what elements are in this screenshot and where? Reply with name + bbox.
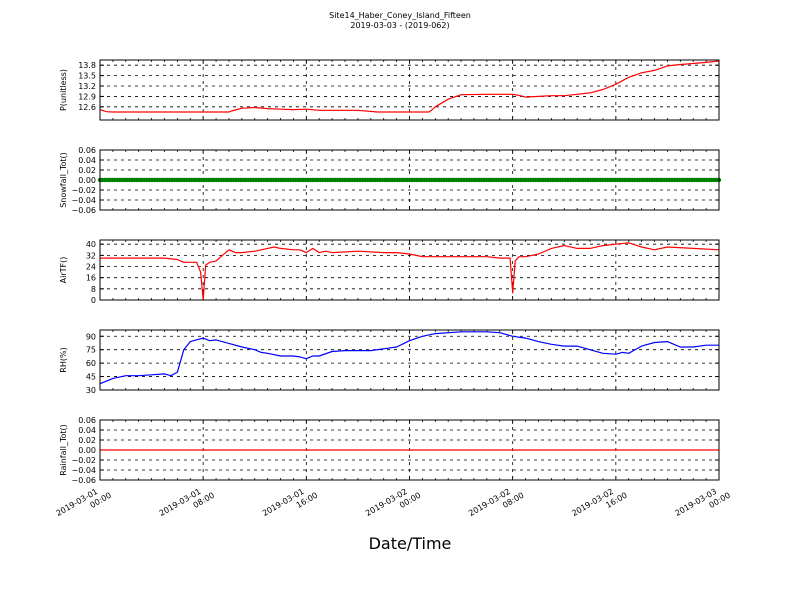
x-tick-label: 2019-03-0108:00 (158, 482, 216, 527)
y-tick-label: −0.06 (71, 206, 96, 215)
panel-3: 40 32 24 16 8 0 AirTF() (59, 239, 720, 305)
series-line (100, 242, 720, 301)
y-axis-label: Rainfall_Tot() (59, 424, 68, 476)
plot-frame (99, 59, 720, 121)
x-tick-label: 2019-03-0116:00 (261, 482, 319, 527)
plot-frame (99, 239, 720, 301)
panel-5: 0.060.040.020.00−0.02−0.04−0.06Rainfall_… (59, 416, 720, 485)
y-axis-label: Snowfall_Tot() (59, 152, 68, 208)
x-tick-label: 2019-03-0208:00 (467, 482, 525, 527)
x-tick-label: 2019-03-0300:00 (673, 482, 731, 527)
y-axis-label: AirTF() (59, 257, 68, 284)
y-tick-label: 13.8 (78, 61, 96, 70)
y-tick-label: −0.02 (71, 456, 96, 465)
y-tick-label: −0.02 (71, 186, 96, 195)
series-line (99, 60, 720, 113)
y-tick-label: 32 (86, 251, 96, 260)
y-tick-label: −0.04 (71, 466, 96, 475)
series-line (99, 331, 719, 385)
x-tick-label: 2019-03-0216:00 (570, 482, 628, 527)
x-axis-label: Date/Time (368, 534, 452, 553)
y-tick-label: 0.02 (78, 166, 96, 175)
y-tick-label: 13.5 (78, 72, 96, 81)
y-tick-label: 24 (86, 263, 96, 272)
y-tick-label: 0.02 (78, 436, 96, 445)
y-tick-label: −0.04 (71, 196, 96, 205)
y-tick-label: 60 (86, 359, 96, 368)
y-tick-label: 0.04 (78, 156, 96, 165)
y-tick-label: 30 (86, 386, 96, 395)
y-tick-label: 0.00 (78, 176, 96, 185)
x-tick-label: 2019-03-0100:00 (54, 482, 112, 527)
y-tick-label: 0.06 (78, 146, 96, 155)
plot-frame (99, 419, 720, 481)
chart-subtitle: 2019-03-03 - (2019-062) (350, 21, 450, 30)
y-tick-label: 90 (86, 332, 96, 341)
y-tick-label: 40 (86, 240, 96, 249)
y-tick-label: 12.9 (78, 92, 96, 101)
y-tick-label: 13.2 (78, 82, 96, 91)
plot-frame (99, 329, 720, 391)
y-tick-label: 16 (86, 274, 96, 283)
y-tick-label: 0.06 (78, 416, 96, 425)
y-tick-label: 0.04 (78, 426, 96, 435)
y-axis-label: P(unitless) (59, 69, 68, 111)
y-tick-label: 0 (91, 296, 96, 305)
y-tick-label: −0.06 (71, 476, 96, 485)
y-tick-label: 0.00 (78, 446, 96, 455)
panel-2: 0.060.040.020.00−0.02−0.04−0.06Snowfall_… (59, 146, 722, 215)
panel-1: 12.6 12.913.213.5 13.8 P(unitless) (59, 59, 720, 121)
y-axis-label: RH(%) (59, 347, 68, 372)
chart-title: Site14_Haber_Coney_Island_Fifteen (329, 11, 471, 20)
y-tick-label: 75 (86, 346, 96, 355)
x-tick-label: 2019-03-0200:00 (364, 482, 422, 527)
plot-frame (99, 149, 720, 211)
y-tick-label: 12.6 (78, 103, 96, 112)
y-tick-label: 45 (86, 373, 96, 382)
y-tick-label: 8 (91, 285, 96, 294)
panel-4: 90 75 60 45 30 RH(%) (59, 329, 720, 395)
